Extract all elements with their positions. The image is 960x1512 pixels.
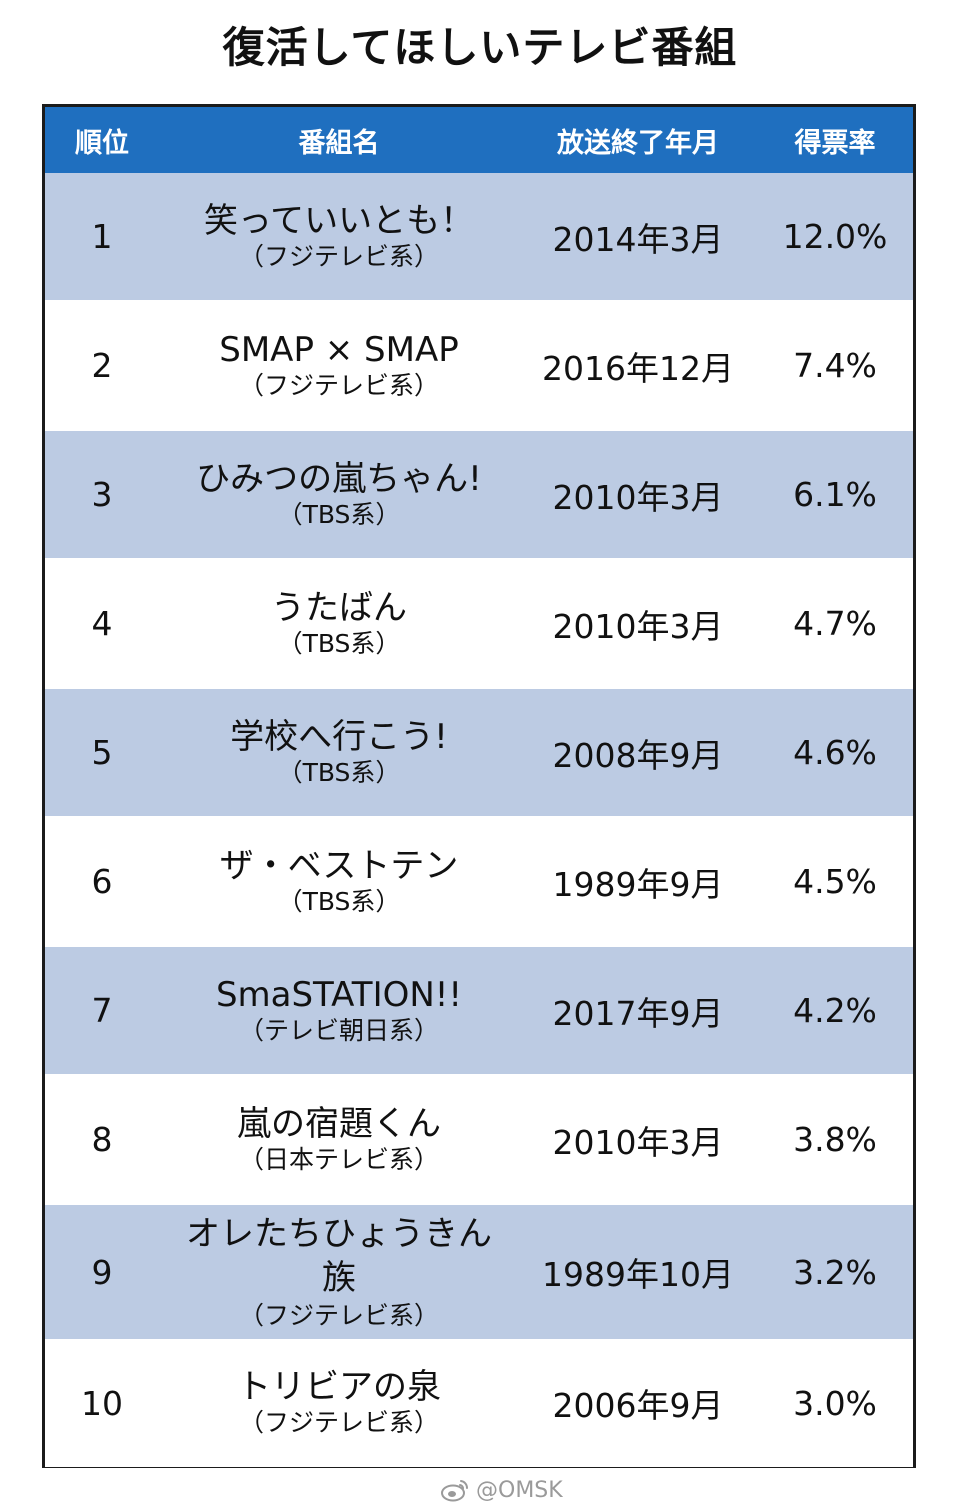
share-cell: 3.2% [793,1252,877,1292]
program-name: トリビアの泉 [237,1367,441,1407]
table-row: 4 うたばん （TBS系） 2010年3月 4.7% [45,560,913,689]
program-network: （フジテレビ系） [238,241,439,271]
end-date-cell: 2014年3月 [552,219,724,259]
program-network: （TBS系） [277,499,401,529]
header-share: 得票率 [794,127,876,159]
end-date-cell: 2010年3月 [552,606,724,646]
share-cell: 3.0% [793,1383,877,1423]
end-date-cell: 2016年12月 [542,348,734,388]
page-title: 復活してほしいテレビ番組 [222,23,738,72]
program-name: 学校へ行こう! [230,716,448,757]
rank-cell: 6 [91,862,113,901]
share-cell: 4.2% [793,991,877,1030]
share-cell: 4.7% [793,604,877,643]
program-name: ザ・ベストテン [219,845,459,886]
table-row: 5 学校へ行こう! （TBS系） 2008年9月 4.6% [45,689,913,818]
table-row: 6 ザ・ベストテン （TBS系） 1989年9月 4.5% [45,818,913,947]
rank-cell: 2 [91,346,113,385]
program-name: ひみつの嵐ちゃん! [196,458,482,499]
end-date-cell: 2006年9月 [552,1386,724,1425]
program-name: うたばん [271,587,407,628]
end-date-cell: 1989年10月 [542,1255,734,1294]
rank-cell: 10 [81,1383,123,1423]
end-date-cell: 2008年9月 [552,735,724,775]
rank-cell: 1 [91,217,113,256]
table-row: 3 ひみつの嵐ちゃん! （TBS系） 2010年3月 6.1% [45,431,913,560]
program-network: （日本テレビ系） [238,1144,439,1174]
program-network: （フジテレビ系） [238,1408,439,1437]
share-cell: 3.8% [793,1120,877,1159]
share-cell: 7.4% [793,346,877,385]
ranking-table: 順位 番組名 放送終了年月 得票率 1 笑っていいとも！ （フジテレビ系） 20… [42,104,916,1468]
header-program: 番組名 [298,127,380,159]
table-row: 9 オレたちひょうきん族 （フジテレビ系） 1989年10月 3.2% [45,1205,913,1341]
table-row: 2 SMAP × SMAP （フジテレビ系） 2016年12月 7.4% [45,302,913,431]
end-date-cell: 2010年3月 [552,477,724,517]
program-name: SmaSTATION!! [215,974,463,1015]
program-network: （TBS系） [277,757,401,787]
weibo-icon [441,1480,469,1502]
end-date-cell: 2010年3月 [552,1122,724,1162]
table-header: 順位 番組名 放送終了年月 得票率 [45,107,913,173]
header-end-date: 放送終了年月 [557,127,719,159]
program-name: 笑っていいとも！ [203,200,475,241]
share-cell: 4.6% [793,733,877,772]
table-row: 8 嵐の宿題くん （日本テレビ系） 2010年3月 3.8% [45,1076,913,1205]
end-date-cell: 1989年9月 [552,864,724,904]
table-row: 10 トリビアの泉 （フジテレビ系） 2006年9月 3.0% [45,1341,913,1467]
program-network: （フジテレビ系） [238,1301,439,1330]
table-row: 7 SmaSTATION!! （テレビ朝日系） 2017年9月 4.2% [45,947,913,1076]
program-network: （フジテレビ系） [238,370,439,400]
end-date-cell: 2017年9月 [552,993,724,1033]
rank-cell: 5 [91,733,113,772]
watermark: @OMSK [440,1472,563,1508]
share-cell: 6.1% [793,475,877,514]
program-network: （TBS系） [277,628,401,658]
rank-cell: 7 [91,991,113,1030]
program-network: （TBS系） [277,886,401,916]
rank-cell: 3 [91,475,113,514]
rank-cell: 4 [91,604,113,643]
table-row: 1 笑っていいとも！ （フジテレビ系） 2014年3月 12.0% [45,173,913,302]
program-name: SMAP × SMAP [219,329,459,370]
program-name: オレたちひょうきん族 [186,1214,492,1298]
rank-cell: 9 [91,1252,113,1292]
share-cell: 12.0% [782,217,888,256]
table-body: 1 笑っていいとも！ （フジテレビ系） 2014年3月 12.0% 2 SMAP… [45,173,913,1467]
share-cell: 4.5% [793,862,877,901]
rank-cell: 8 [91,1120,113,1159]
header-rank: 順位 [75,127,129,159]
program-network: （テレビ朝日系） [238,1015,439,1045]
program-name: 嵐の宿題くん [237,1103,441,1144]
watermark-text: @OMSK [476,1477,563,1503]
